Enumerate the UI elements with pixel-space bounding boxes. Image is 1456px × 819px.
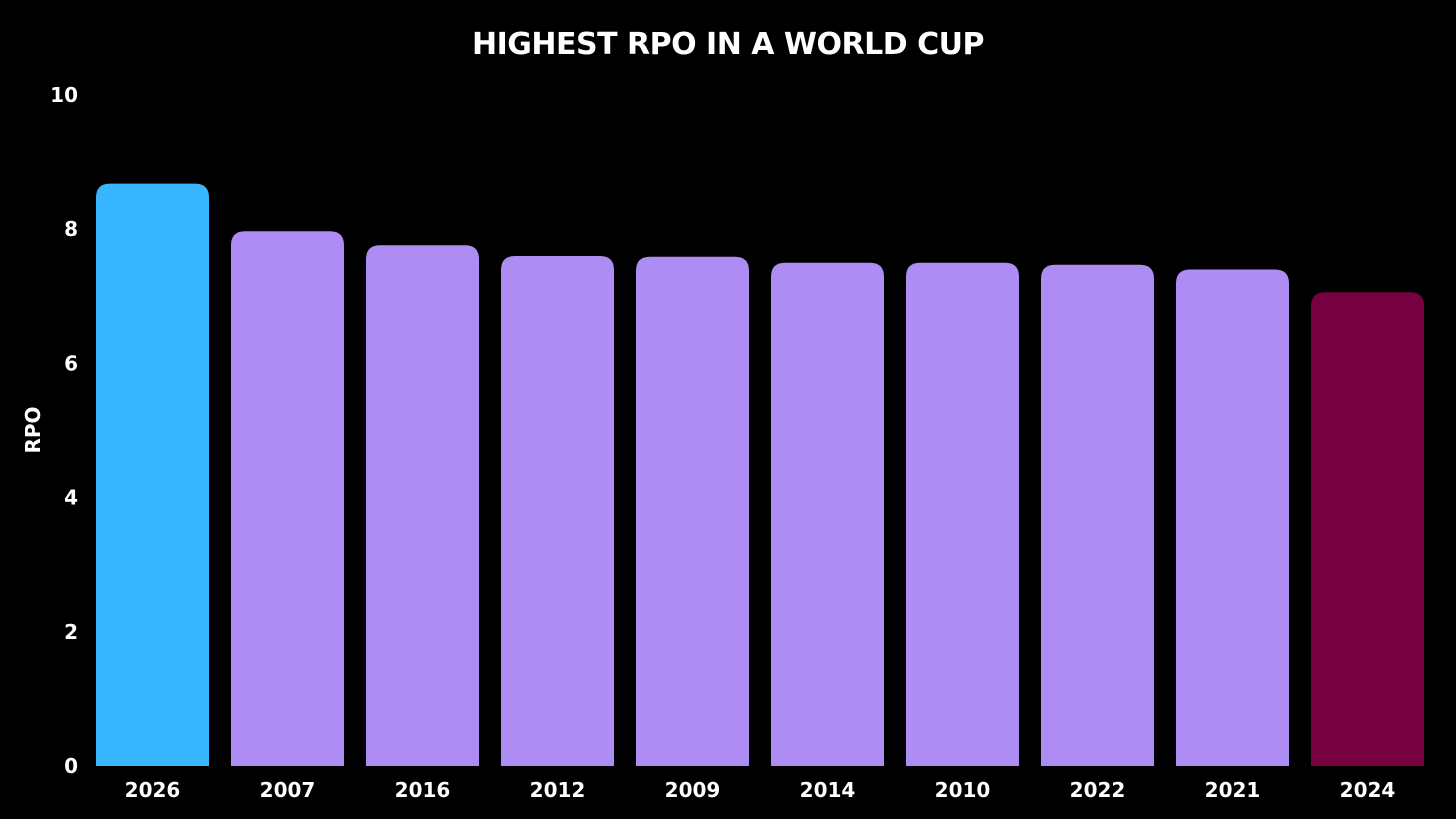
bar-2016 [366,245,479,766]
y-tick-label: 4 [64,486,78,510]
bar-2022 [1041,264,1154,766]
x-tick-label: 2024 [1340,778,1396,802]
bar-2026 [96,183,209,766]
x-tick-label: 2021 [1205,778,1261,802]
y-tick-label: 10 [50,83,78,107]
y-tick-label: 6 [64,351,78,375]
x-tick-label: 2007 [260,778,316,802]
x-tick-label: 2009 [665,778,721,802]
y-axis-ticks: 0 2 4 6 8 10 [50,83,78,778]
x-tick-label: 2026 [125,778,181,802]
y-tick-label: 8 [64,217,78,241]
chart-title: HIGHEST RPO IN A WORLD CUP [472,27,984,62]
bar-2024 [1311,292,1424,766]
x-tick-label: 2010 [935,778,991,802]
bar-2007 [231,231,344,766]
bars-group [96,183,1424,766]
bar-2009 [636,256,749,766]
x-tick-label: 2014 [800,778,856,802]
y-axis-label: RPO [21,406,45,453]
x-axis-ticks: 2026 2007 2016 2012 2009 2014 2010 2022 2021 2024 [125,778,1396,802]
bar-2021 [1176,269,1289,766]
x-tick-label: 2016 [395,778,451,802]
bar-2014 [771,262,884,766]
y-tick-label: 0 [64,754,78,778]
y-tick-label: 2 [64,620,78,644]
bar-2010 [906,262,1019,766]
x-tick-label: 2012 [530,778,586,802]
x-tick-label: 2022 [1070,778,1126,802]
bar-2012 [501,256,614,766]
